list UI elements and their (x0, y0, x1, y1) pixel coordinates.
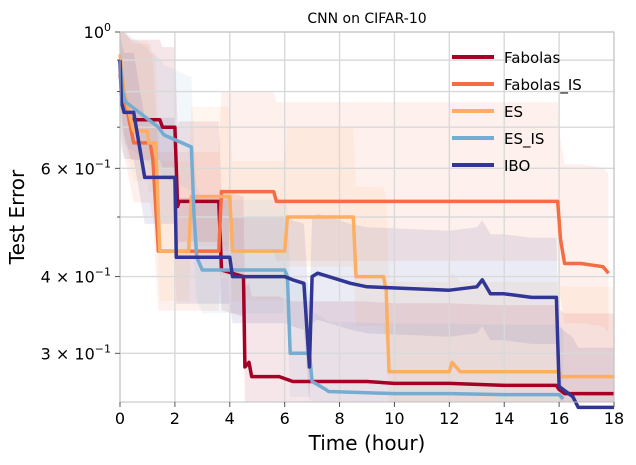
legend-label: Fabolas (504, 49, 561, 67)
legend-label: ES (504, 103, 523, 121)
x-tick-label: 16 (549, 409, 569, 428)
x-tick-label: 2 (170, 409, 180, 428)
y-axis-label: Test Error (5, 169, 29, 265)
x-tick-label: 10 (384, 409, 404, 428)
legend: Fabolas Fabolas_IS ES ES_IS IBO (452, 49, 582, 175)
x-tick-label: 18 (604, 409, 624, 428)
series-line-fabolas (118, 59, 614, 396)
series-lines (118, 54, 614, 410)
band-es-is (120, 32, 564, 402)
x-tick-label: 12 (439, 409, 459, 428)
legend-label: Fabolas_IS (504, 76, 582, 95)
series-line-es-is (118, 59, 565, 401)
series-line-ibo (118, 60, 614, 410)
y-tick-label: 4 × 10−1 (41, 266, 111, 287)
chart-title: CNN on CIFAR-10 (307, 11, 426, 27)
x-tick-label: 8 (334, 409, 344, 428)
x-tick-label: 6 (280, 409, 290, 428)
x-tick-label: 4 (225, 409, 235, 428)
band-fabolas-is (120, 32, 609, 333)
axis-ticks: 0 2 4 6 8 10 12 14 16 18 100 6 × 10−1 4 × 10−1 3 × 10… (41, 21, 625, 428)
x-tick-label: 14 (494, 409, 514, 428)
y-tick-label: 3 × 10−1 (41, 342, 111, 363)
y-tick-label: 6 × 10−1 (41, 157, 111, 178)
x-tick-label: 0 (115, 409, 125, 428)
series-line-fabolas-is (118, 75, 610, 275)
x-axis-label: Time (hour) (308, 431, 426, 455)
legend-label: ES_IS (504, 130, 544, 149)
legend-label: IBO (504, 157, 530, 175)
series-line-es (118, 54, 614, 379)
y-tick-label: 100 (84, 21, 111, 42)
